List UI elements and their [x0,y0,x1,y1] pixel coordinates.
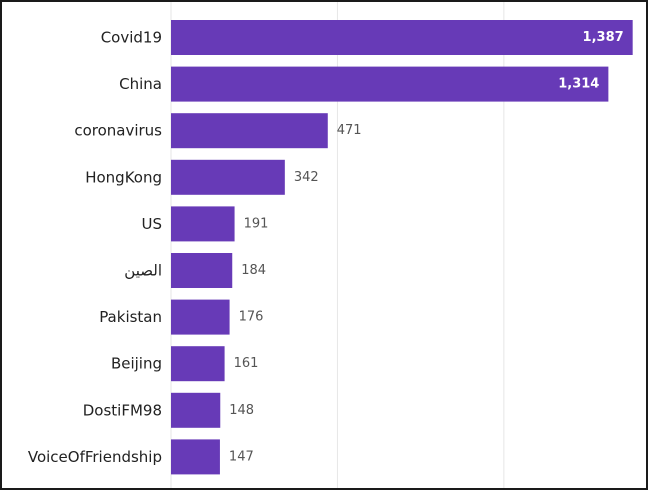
bars [171,20,633,475]
category-label: US [141,215,162,233]
category-label: Pakistan [99,308,162,326]
category-label: HongKong [85,168,162,186]
bar [171,206,235,242]
bar [171,66,609,102]
category-label: الصين [124,262,162,280]
value-label: 148 [229,403,254,418]
bar [171,439,220,475]
value-label: 161 [234,356,259,371]
category-label: coronavirus [74,122,162,140]
bar [171,159,285,195]
value-labels: 1,387 1,314 471 342 191 184 176 161 148 147 [229,30,624,464]
value-label: 184 [241,263,266,278]
value-label: 342 [294,170,319,185]
category-label: Covid19 [101,29,162,47]
category-label: VoiceOfFriendship [28,448,162,466]
value-label: 1,314 [558,77,599,92]
value-label: 191 [244,216,269,231]
bar [171,20,633,55]
category-label: DostiFM98 [83,401,162,419]
value-label: 147 [229,449,254,464]
category-label: Beijing [111,355,162,373]
value-label: 176 [239,310,264,325]
bar [171,253,233,288]
category-labels: Covid19 China coronavirus HongKong US الصين Pa… [28,29,162,466]
value-label: 1,387 [583,30,624,45]
bar [171,113,328,149]
bar [171,299,230,335]
bar [171,392,221,428]
value-label: 471 [337,123,362,138]
category-label: China [119,75,162,93]
bar [171,346,225,382]
